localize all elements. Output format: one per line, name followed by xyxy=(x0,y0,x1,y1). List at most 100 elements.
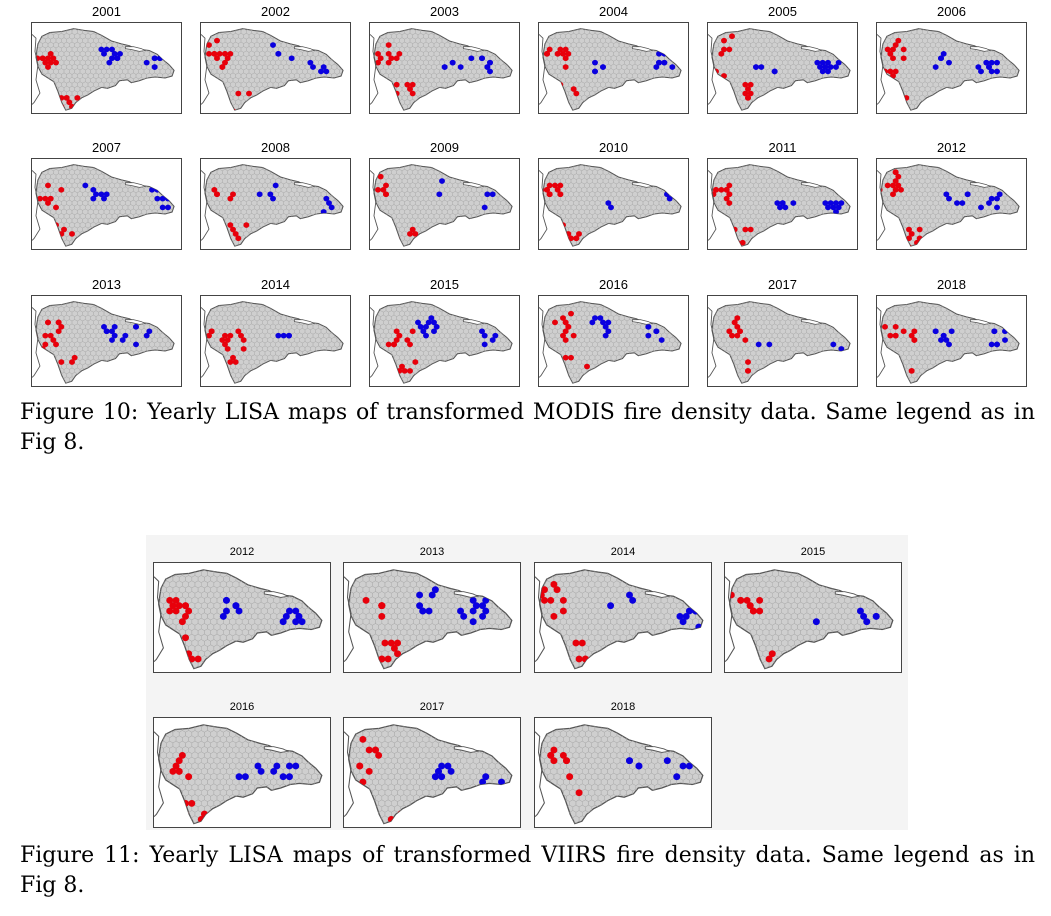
island-shape xyxy=(204,28,344,111)
lisa-map-panel-2013: 2013 xyxy=(31,278,182,389)
island-map-graphic xyxy=(535,569,704,670)
lisa-map xyxy=(200,22,351,114)
island-shape xyxy=(880,28,1020,111)
lisa-map xyxy=(876,158,1027,250)
island-map-graphic xyxy=(708,301,851,384)
lisa-map xyxy=(876,22,1027,114)
lisa-map-panel-2012: 2012 xyxy=(153,547,331,675)
lisa-map xyxy=(200,158,351,250)
lisa-map xyxy=(31,158,182,250)
island-map-graphic xyxy=(725,569,894,670)
lisa-map xyxy=(369,158,520,250)
island-map-graphic xyxy=(370,164,513,247)
lisa-map-panel-2017: 2017 xyxy=(707,278,858,389)
lisa-map-panel-2006: 2006 xyxy=(876,5,1027,116)
lisa-map xyxy=(538,158,689,250)
figure-11-caption-text: Figure 11: Yearly LISA maps of transform… xyxy=(20,843,1035,898)
island-shape xyxy=(204,164,344,247)
map-year-title: 2012 xyxy=(937,140,966,155)
lisa-map xyxy=(153,717,331,828)
map-year-title: 2015 xyxy=(800,546,826,558)
map-year-title: 2018 xyxy=(937,277,966,292)
lisa-map xyxy=(343,717,521,828)
map-year-title: 2011 xyxy=(768,140,797,155)
lisa-map-panel-2015: 2015 xyxy=(369,278,520,389)
island-map-graphic xyxy=(535,724,704,825)
map-year-title: 2004 xyxy=(599,4,628,19)
lisa-map-panel-2007: 2007 xyxy=(31,141,182,252)
map-year-title: 2003 xyxy=(430,4,459,19)
map-year-title: 2017 xyxy=(419,701,445,713)
lisa-map-panel-2008: 2008 xyxy=(200,141,351,252)
map-year-title: 2012 xyxy=(229,546,255,558)
map-year-title: 2016 xyxy=(229,701,255,713)
lisa-map-panel-2005: 2005 xyxy=(707,5,858,116)
lisa-map xyxy=(707,158,858,250)
island-map-graphic xyxy=(344,569,513,670)
island-map-graphic xyxy=(154,569,323,670)
island-map-graphic xyxy=(708,28,851,111)
island-shape xyxy=(542,28,682,111)
lisa-map xyxy=(724,562,902,673)
lisa-map xyxy=(31,295,182,387)
island-shape xyxy=(729,569,894,670)
island-map-graphic xyxy=(708,164,851,247)
lisa-map-panel-2017: 2017 xyxy=(343,702,521,830)
island-map-graphic xyxy=(877,301,1020,384)
island-shape xyxy=(348,724,513,825)
island-map-graphic xyxy=(370,28,513,111)
island-map-graphic xyxy=(32,28,175,111)
island-map-graphic xyxy=(201,301,344,384)
island-map-graphic xyxy=(201,28,344,111)
lisa-map-panel-2014: 2014 xyxy=(534,547,712,675)
lisa-map xyxy=(200,295,351,387)
island-map-graphic xyxy=(370,301,513,384)
island-map-graphic xyxy=(32,164,175,247)
map-year-title: 2008 xyxy=(261,140,290,155)
figure-10-caption-text: Figure 10: Yearly LISA maps of transform… xyxy=(20,400,1035,455)
map-year-title: 2015 xyxy=(430,277,459,292)
lisa-map-panel-2011: 2011 xyxy=(707,141,858,252)
lisa-map xyxy=(534,717,712,828)
lisa-map xyxy=(369,22,520,114)
island-map-graphic xyxy=(539,164,682,247)
island-map-graphic xyxy=(32,301,175,384)
map-year-title: 2013 xyxy=(419,546,445,558)
map-year-title: 2009 xyxy=(430,140,459,155)
island-map-graphic xyxy=(154,724,323,825)
lisa-map-panel-2015: 2015 xyxy=(724,547,902,675)
lisa-map-panel-2012: 2012 xyxy=(876,141,1027,252)
lisa-map-panel-2010: 2010 xyxy=(538,141,689,252)
map-year-title: 2005 xyxy=(768,4,797,19)
lisa-map-panel-2018: 2018 xyxy=(876,278,1027,389)
island-map-graphic xyxy=(344,724,513,825)
island-shape xyxy=(204,301,344,384)
lisa-map-panel-2016: 2016 xyxy=(153,702,331,830)
island-shape xyxy=(158,569,323,670)
lisa-map xyxy=(343,562,521,673)
lisa-map xyxy=(876,295,1027,387)
island-shape xyxy=(542,301,682,384)
island-shape xyxy=(35,164,175,247)
island-shape xyxy=(35,28,175,111)
lisa-map xyxy=(538,295,689,387)
map-year-title: 2018 xyxy=(610,701,636,713)
island-map-graphic xyxy=(201,164,344,247)
lisa-map-panel-2003: 2003 xyxy=(369,5,520,116)
island-shape xyxy=(373,164,513,247)
island-map-graphic xyxy=(877,164,1020,247)
lisa-map-panel-2004: 2004 xyxy=(538,5,689,116)
map-year-title: 2002 xyxy=(261,4,290,19)
island-shape xyxy=(373,301,513,384)
lisa-map xyxy=(534,562,712,673)
lisa-map-panel-2016: 2016 xyxy=(538,278,689,389)
figure-10-caption: Figure 10: Yearly LISA maps of transform… xyxy=(20,398,1035,458)
island-map-graphic xyxy=(877,28,1020,111)
map-year-title: 2016 xyxy=(599,277,628,292)
map-year-title: 2001 xyxy=(92,4,121,19)
lisa-map xyxy=(707,295,858,387)
map-year-title: 2010 xyxy=(599,140,628,155)
map-year-title: 2014 xyxy=(261,277,290,292)
figure-11-caption: Figure 11: Yearly LISA maps of transform… xyxy=(20,841,1035,901)
map-year-title: 2007 xyxy=(92,140,121,155)
